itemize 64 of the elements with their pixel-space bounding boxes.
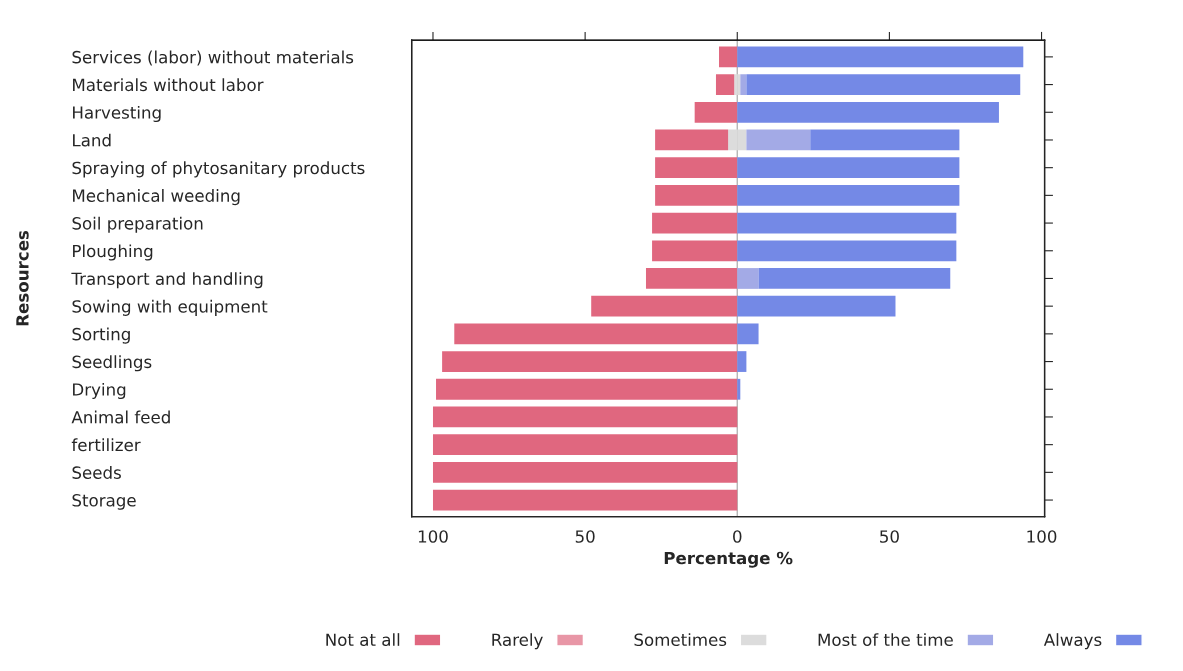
y-tick-label: Services (labor) without materials — [72, 50, 354, 66]
y-tick-label: Mechanical weeding — [73, 189, 240, 206]
legend-label: Always — [1043, 633, 1102, 650]
bar — [652, 212, 738, 234]
legend-label: Not at all — [326, 633, 400, 647]
bar — [737, 101, 999, 123]
bar — [432, 434, 738, 456]
bar — [810, 129, 960, 151]
bar — [436, 378, 738, 400]
y-tick-label: Harvesting — [73, 105, 161, 123]
bar — [645, 268, 738, 289]
bar — [442, 351, 738, 372]
bar — [432, 461, 738, 483]
y-tick-label: Sorting — [72, 327, 130, 344]
bar — [737, 240, 957, 262]
y-tick-label: Storage — [72, 494, 136, 510]
bar — [655, 157, 738, 179]
bar — [432, 406, 738, 428]
bar — [737, 74, 741, 95]
y-tick-label: Transport and handling — [71, 272, 263, 289]
bar — [740, 74, 747, 95]
bar — [454, 323, 738, 345]
y-tick-label: Seeds — [72, 466, 121, 479]
y-tick-label: Animal feed — [71, 410, 170, 424]
bar — [737, 351, 747, 372]
y-tick-label: Seedlings — [72, 355, 152, 372]
y-tick-label: fertilizer — [71, 438, 141, 452]
bar — [737, 46, 1024, 68]
x-axis-title: Percentage % — [664, 551, 793, 568]
bar — [734, 74, 738, 95]
bar — [737, 295, 896, 317]
legend-label: Rarely — [492, 633, 543, 650]
x-tick-label: 100 — [418, 530, 448, 543]
bar — [655, 184, 738, 206]
bar — [694, 101, 738, 123]
y-tick-label: Spraying of phytosanitary products — [72, 161, 365, 178]
bar — [591, 295, 738, 317]
y-tick-label: Sowing with equipment — [72, 299, 268, 316]
legend-label: Sometimes — [634, 633, 727, 647]
y-tick-label: Ploughing — [73, 244, 153, 261]
y-tick-label: Materials without labor — [73, 78, 264, 92]
bar — [737, 212, 957, 234]
x-tick-label: 50 — [880, 530, 899, 543]
x-tick-label: 100 — [1027, 530, 1057, 543]
bar — [715, 74, 735, 95]
x-tick-label: 0 — [733, 530, 742, 543]
x-tick-label: 50 — [575, 530, 595, 543]
bar — [758, 268, 951, 289]
bar — [652, 240, 738, 262]
bar — [746, 74, 1021, 95]
bar — [719, 46, 738, 68]
bar — [655, 129, 729, 151]
y-tick-label: Soil preparation — [72, 216, 203, 233]
y-axis-title: Resources — [16, 230, 29, 326]
y-tick-label: Drying — [73, 382, 126, 400]
bar — [737, 323, 759, 345]
bar — [737, 378, 741, 400]
bar — [737, 184, 960, 206]
bar — [746, 129, 811, 151]
bar — [432, 489, 738, 511]
bar — [737, 268, 759, 289]
y-tick-label: Land — [73, 133, 111, 147]
legend-label: Most of the time — [818, 633, 953, 647]
bar — [737, 157, 960, 179]
